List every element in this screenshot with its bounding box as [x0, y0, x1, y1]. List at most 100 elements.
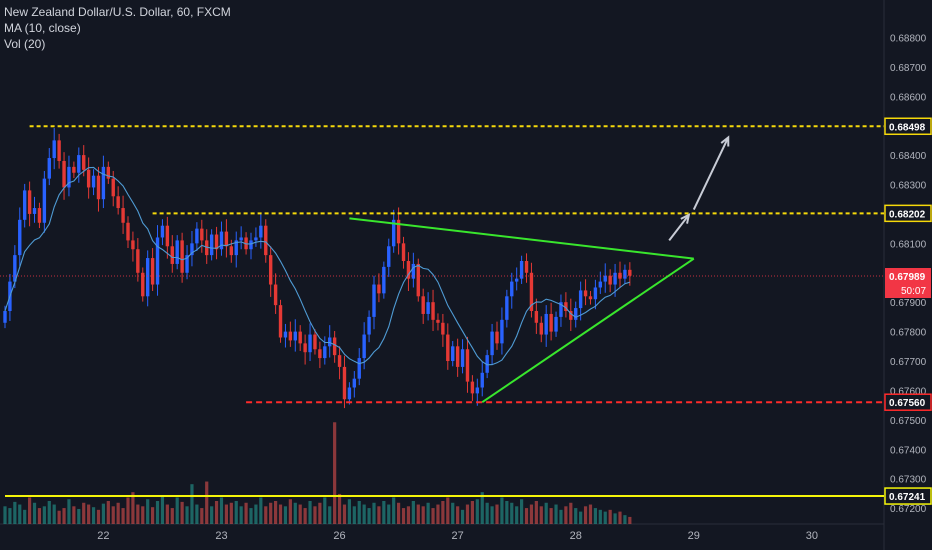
volume-bar: [210, 506, 214, 524]
symbol-title[interactable]: New Zealand Dollar/U.S. Dollar, 60, FXCM: [4, 5, 231, 19]
candle-body: [578, 290, 583, 309]
candle-body: [500, 319, 504, 344]
ma-indicator-label[interactable]: MA (10, close): [4, 21, 81, 35]
volume-bar: [298, 504, 302, 524]
candle-body: [180, 240, 184, 273]
candle-body: [510, 281, 514, 297]
candle-body: [337, 355, 342, 367]
volume-bar: [195, 504, 199, 524]
y-tick-label: 0.67400: [890, 445, 927, 456]
candle-body: [121, 208, 125, 223]
candle-body: [514, 278, 519, 282]
candle-body: [229, 246, 234, 256]
volume-bar: [170, 508, 174, 524]
triangle-lower-trendline[interactable]: [481, 257, 695, 404]
volume-bar: [313, 506, 317, 524]
candle-body: [249, 240, 253, 250]
candle-body: [323, 346, 327, 359]
candle-body: [534, 311, 539, 323]
volume-bar: [495, 504, 499, 524]
volume-bar: [401, 508, 406, 524]
candle-body: [32, 208, 37, 214]
candle-body: [328, 337, 332, 347]
candle-body: [490, 331, 494, 356]
volume-bar: [505, 501, 509, 524]
candle-body: [465, 349, 470, 382]
volume-bar: [416, 504, 420, 524]
volume-bar: [559, 509, 563, 524]
volume-bar: [283, 506, 288, 524]
candle-body: [357, 358, 361, 379]
candle-body: [165, 225, 170, 247]
level-price-tag: [884, 204, 932, 223]
candle-body: [544, 313, 548, 335]
volume-bar: [229, 502, 233, 524]
candle-body: [283, 331, 288, 338]
triangle-upper-trendline[interactable]: [349, 217, 694, 260]
candle-body: [411, 263, 416, 279]
volume-bar: [406, 506, 411, 524]
candle-body: [37, 208, 42, 223]
candle-body: [583, 290, 588, 297]
candle-body: [396, 219, 401, 244]
candle-body: [367, 316, 371, 335]
volume-bar: [480, 492, 484, 524]
volume-bar: [318, 502, 322, 524]
volume-bar: [146, 499, 150, 524]
volume-bar: [377, 506, 381, 524]
candle-body: [224, 231, 229, 247]
volume-bar: [180, 501, 184, 524]
volume-bar: [431, 508, 435, 524]
candle-body: [377, 284, 381, 294]
volume-bar: [333, 422, 337, 524]
candle-body: [72, 166, 76, 173]
volume-indicator-label[interactable]: Vol (20): [4, 37, 46, 51]
candle-body: [574, 308, 578, 320]
candle-body: [136, 249, 140, 273]
volume-bar: [446, 497, 450, 524]
arrow-head: [680, 212, 691, 224]
candle-body: [480, 372, 484, 388]
volume-bar: [392, 497, 396, 524]
x-tick-label: 26: [333, 530, 345, 542]
arrow-shaft[interactable]: [692, 137, 730, 210]
y-tick-label: 0.68400: [890, 151, 927, 162]
candle-body: [426, 302, 430, 314]
candle-body: [519, 261, 524, 279]
volume-bar: [214, 501, 219, 524]
volume-bar: [77, 508, 81, 524]
y-tick-label: 0.67300: [890, 475, 927, 486]
volume-bar: [456, 506, 460, 524]
volume-bar: [554, 504, 558, 524]
candle-body: [446, 334, 450, 362]
volume-bar: [141, 506, 145, 524]
arrow-shaft[interactable]: [668, 214, 690, 242]
candle-body: [475, 387, 480, 394]
volume-bar: [529, 504, 534, 524]
chart-legend: New Zealand Dollar/U.S. Dollar, 60, FXCM…: [4, 4, 231, 52]
arrow-head: [720, 135, 730, 147]
candle-body: [613, 272, 617, 285]
candle-body: [22, 190, 27, 220]
y-tick-label: 0.67800: [890, 328, 927, 339]
candle-body: [554, 316, 558, 332]
candle-body: [91, 175, 96, 188]
candle-body: [332, 337, 337, 356]
candle-body: [106, 166, 111, 179]
current-price-label: 0.67989: [889, 272, 926, 283]
volume-bar: [308, 501, 312, 524]
volume-bar: [382, 501, 386, 524]
volume-bar: [544, 502, 548, 524]
x-tick-label: 30: [806, 530, 818, 542]
y-tick-label: 0.67900: [890, 298, 927, 309]
volume-bar: [500, 497, 504, 524]
candle-body: [155, 237, 160, 285]
volume-bar: [613, 513, 617, 524]
level-price-label: 0.68202: [889, 209, 926, 220]
volume-bar: [23, 509, 27, 524]
volume-bar: [347, 499, 351, 524]
candle-body: [460, 349, 465, 367]
candle-body: [288, 331, 293, 341]
candle-body: [298, 331, 302, 344]
